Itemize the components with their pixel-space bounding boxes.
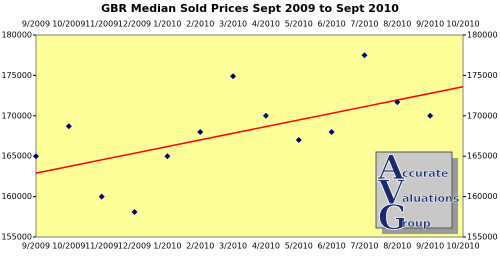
x-tick-label: 10/2009 [52,242,85,251]
y2-tick-label: 180000 [467,31,498,40]
data-point [164,153,171,160]
logo-letter: V [377,173,405,213]
x2-tick-label: 6/2010 [318,20,346,29]
y-tick-label: 180000 [1,31,32,40]
chart-title: GBR Median Sold Prices Sept 2009 to Sept… [101,2,399,15]
y2-tick-label: 165000 [467,152,498,161]
x-tick-label: 12/2009 [118,242,151,251]
y2-tick-label: 160000 [467,192,498,201]
logo-word: ccurate [402,167,448,180]
data-point [262,112,269,119]
x-tick-label: 2/2010 [186,242,214,251]
logo-word: roup [402,217,431,230]
x2-tick-label: 10/2010 [446,20,479,29]
data-point [295,137,302,144]
x-tick-label: 8/2010 [383,242,411,251]
data-point [394,99,401,106]
logo-box [375,151,453,229]
x-tick-label: 7/2010 [350,242,378,251]
data-point [230,73,237,80]
data-point [33,153,39,160]
x2-tick-label: 2/2010 [186,20,214,29]
data-point [328,128,335,135]
x2-tick-label: 4/2010 [252,20,280,29]
x-tick-label: 3/2010 [219,242,247,251]
x2-tick-label: 8/2010 [383,20,411,29]
y2-tick-label: 170000 [467,111,498,120]
data-point [427,112,434,119]
x2-tick-label: 3/2010 [219,20,247,29]
x2-tick-label: 11/2009 [85,20,118,29]
x2-tick-label: 7/2010 [350,20,378,29]
y2-tick-label: 175000 [467,71,498,80]
trend-line [35,85,464,174]
x2-tick-label: 1/2010 [153,20,181,29]
x2-tick-label: 9/2009 [22,20,50,29]
y2-tick-label: 155000 [467,233,498,242]
y-tick-label: 160000 [1,192,32,201]
data-point [361,52,368,59]
y-tick-label: 155000 [1,233,32,242]
data-point [197,128,204,135]
x-tick-label: 9/2009 [22,242,50,251]
data-point [98,193,105,200]
x-tick-label: 6/2010 [318,242,346,251]
x-tick-label: 9/2010 [416,242,444,251]
logo-letter: A [377,148,405,188]
x2-tick-label: 5/2010 [285,20,313,29]
x-tick-label: 5/2010 [285,242,313,251]
y-tick-label: 170000 [1,111,32,120]
logo-letter: G [378,198,407,238]
x2-tick-label: 9/2010 [416,20,444,29]
x-tick-label: 1/2010 [153,242,181,251]
data-point [131,208,138,215]
x2-tick-label: 10/2009 [52,20,85,29]
y-tick-label: 175000 [1,71,32,80]
data-point [65,123,72,130]
x-tick-label: 4/2010 [252,242,280,251]
y-tick-label: 165000 [1,152,32,161]
x-tick-label: 10/2010 [446,242,479,251]
x2-tick-label: 12/2009 [118,20,151,29]
x-tick-label: 11/2009 [85,242,118,251]
logo-word: aluations [402,192,460,205]
